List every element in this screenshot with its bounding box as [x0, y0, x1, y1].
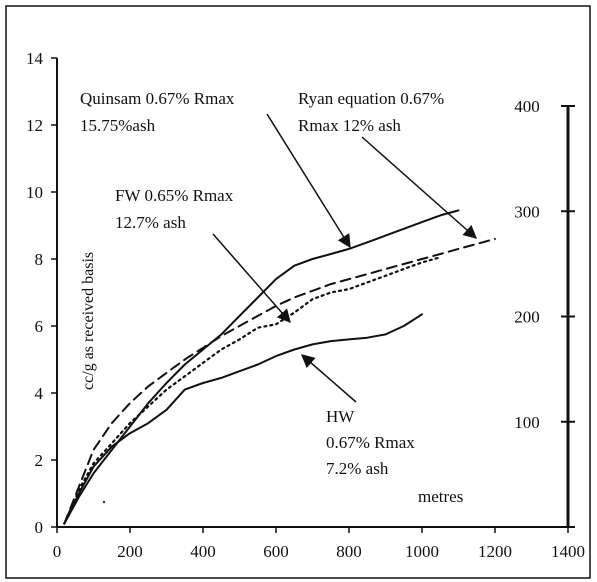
arrow-fw [212, 233, 291, 324]
annotation-fw-line2: 12.7% ash [115, 213, 186, 232]
annotation-ryan-line2: Rmax 12% ash [298, 116, 401, 135]
annotation-hw-line2: 0.67% Rmax [326, 433, 415, 452]
arrow-quinsam [266, 113, 351, 249]
y-tick-label: 10 [26, 183, 43, 202]
series-group [63, 209, 496, 525]
secondary-tick-label: 400 [514, 97, 540, 116]
secondary-tick-group: 100 200 300 400 [514, 97, 575, 528]
y-axis-title: cc/g as received basis [80, 252, 97, 390]
y-tick-label: 4 [35, 384, 44, 403]
series-line-ryan [63, 237, 496, 525]
arrow-hw [300, 354, 357, 403]
series-line-fw [63, 256, 442, 525]
annotation-quinsam-line2: 15.75%ash [80, 116, 156, 135]
x-tick-label: 1200 [478, 542, 512, 561]
x-tick-label: 1400 [551, 542, 585, 561]
series-line-quinsam [63, 209, 460, 525]
secondary-tick-label: 100 [514, 413, 540, 432]
chart-frame [5, 5, 591, 579]
arrow-ryan [361, 136, 478, 239]
annotation-hw-line3: 7.2% ash [326, 459, 389, 478]
x-tick-label: 600 [263, 542, 289, 561]
annotation-quinsam-line1: Quinsam 0.67% Rmax [80, 89, 235, 108]
y-tick-label: 6 [35, 317, 44, 336]
x-tick-label: 200 [117, 542, 143, 561]
annotation-fw-line1: FW 0.65% Rmax [115, 186, 234, 205]
y-tick-label: 14 [26, 49, 44, 68]
x-tick-label: 0 [53, 542, 62, 561]
x-tick-label: 800 [336, 542, 362, 561]
y-tick-label: 0 [35, 518, 44, 537]
x-axis-title: metres [418, 487, 463, 506]
y-tick-label: 12 [26, 116, 43, 135]
secondary-tick-label: 300 [514, 202, 540, 221]
x-tick-label: 400 [190, 542, 216, 561]
annotation-ryan-line1: Ryan equation 0.67% [298, 89, 444, 108]
y-tick-group: 0 2 4 6 8 10 12 14 [26, 49, 57, 537]
x-tick-label: 1000 [405, 542, 439, 561]
x-tick-group: 0 200 400 600 800 1000 1200 1400 [53, 527, 585, 561]
secondary-tick-label: 200 [514, 308, 540, 327]
y-tick-label: 8 [35, 250, 44, 269]
speck-mark [102, 500, 106, 504]
annotation-hw-line1: HW [326, 407, 355, 426]
series-line-hw [63, 313, 423, 525]
y-tick-label: 2 [35, 451, 44, 470]
